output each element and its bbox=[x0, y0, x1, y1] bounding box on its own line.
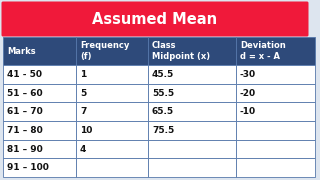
Text: -10: -10 bbox=[240, 107, 256, 116]
Text: 7: 7 bbox=[80, 107, 86, 116]
Bar bbox=[148, 84, 236, 102]
Text: 55.5: 55.5 bbox=[152, 89, 174, 98]
Bar bbox=[76, 121, 148, 140]
Bar bbox=[236, 84, 315, 102]
Text: 5: 5 bbox=[80, 89, 86, 98]
Text: Assumed Mean: Assumed Mean bbox=[92, 12, 218, 26]
Text: 91 – 100: 91 – 100 bbox=[7, 163, 49, 172]
Bar bbox=[76, 84, 148, 102]
Bar bbox=[3, 84, 76, 102]
Bar bbox=[236, 121, 315, 140]
Bar bbox=[76, 158, 148, 177]
Bar bbox=[236, 65, 315, 84]
Bar bbox=[76, 102, 148, 121]
Bar bbox=[76, 65, 148, 84]
Text: 75.5: 75.5 bbox=[152, 126, 174, 135]
Bar bbox=[3, 37, 76, 65]
Text: -20: -20 bbox=[240, 89, 256, 98]
Bar bbox=[236, 140, 315, 158]
Bar bbox=[236, 158, 315, 177]
Bar bbox=[148, 140, 236, 158]
Text: 51 – 60: 51 – 60 bbox=[7, 89, 43, 98]
Bar bbox=[3, 102, 76, 121]
FancyBboxPatch shape bbox=[2, 1, 308, 37]
Text: 45.5: 45.5 bbox=[152, 70, 174, 79]
Bar bbox=[148, 65, 236, 84]
Text: 71 – 80: 71 – 80 bbox=[7, 126, 43, 135]
Bar bbox=[3, 140, 76, 158]
Text: 4: 4 bbox=[80, 145, 86, 154]
Bar bbox=[148, 37, 236, 65]
Text: Class
Midpoint (x): Class Midpoint (x) bbox=[152, 41, 210, 61]
Text: Marks: Marks bbox=[7, 46, 36, 55]
Bar bbox=[236, 37, 315, 65]
Text: 65.5: 65.5 bbox=[152, 107, 174, 116]
Bar bbox=[148, 102, 236, 121]
Bar bbox=[76, 140, 148, 158]
Text: 41 - 50: 41 - 50 bbox=[7, 70, 42, 79]
Bar bbox=[148, 121, 236, 140]
Text: 10: 10 bbox=[80, 126, 92, 135]
Bar bbox=[3, 121, 76, 140]
Bar bbox=[148, 158, 236, 177]
Text: Frequency
(f): Frequency (f) bbox=[80, 41, 129, 61]
Bar bbox=[236, 102, 315, 121]
Bar bbox=[3, 65, 76, 84]
Bar bbox=[3, 158, 76, 177]
Text: -30: -30 bbox=[240, 70, 256, 79]
Text: 1: 1 bbox=[80, 70, 86, 79]
Text: Deviation
d = x - A: Deviation d = x - A bbox=[240, 41, 286, 61]
Text: 61 – 70: 61 – 70 bbox=[7, 107, 43, 116]
Text: 81 – 90: 81 – 90 bbox=[7, 145, 43, 154]
Bar bbox=[76, 37, 148, 65]
